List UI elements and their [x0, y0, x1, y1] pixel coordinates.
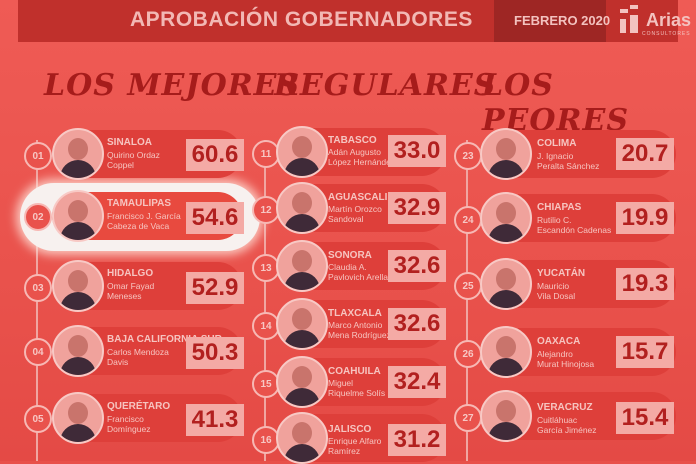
approval-score: 15.4	[616, 402, 674, 434]
governor-photo	[480, 128, 532, 180]
rank-badge: 23	[454, 142, 482, 170]
governor-photo	[480, 390, 532, 442]
approval-score: 19.9	[616, 202, 674, 234]
rank-badge: 15	[252, 370, 280, 398]
approval-score: 54.6	[186, 202, 244, 234]
heading-regulares: REGULARES	[274, 68, 497, 103]
governor-name: Carlos Mendoza Davis	[107, 347, 169, 367]
governor-name: Francisco Domínguez	[107, 414, 151, 434]
state-name: QUERÉTARO	[107, 401, 171, 412]
approval-score: 32.9	[388, 192, 446, 224]
rank-badge: 04	[24, 338, 52, 366]
governor-name: Claudia A. Pavlovich Arellano	[328, 262, 398, 282]
logo-subtitle: CONSULTORES	[642, 31, 691, 37]
rank-badge: 24	[454, 206, 482, 234]
governor-photo	[276, 240, 328, 292]
state-name: AGUASCALIENTES	[328, 192, 421, 203]
governor-photo	[480, 326, 532, 378]
governor-name: Marco Antonio Mena Rodríguez	[328, 320, 391, 340]
governor-photo	[276, 298, 328, 350]
governor-photo	[52, 190, 104, 242]
governor-photo	[52, 260, 104, 312]
approval-score: 31.2	[388, 424, 446, 456]
state-name: SONORA	[328, 250, 372, 261]
date-box	[494, 0, 606, 42]
approval-score: 19.3	[616, 268, 674, 300]
rank-badge: 26	[454, 340, 482, 368]
state-name: SINALOA	[107, 137, 152, 148]
approval-score: 32.6	[388, 308, 446, 340]
governor-name: Adán Augusto López Hernández	[328, 147, 396, 167]
state-name: TABASCO	[328, 135, 377, 146]
rank-badge: 25	[454, 272, 482, 300]
approval-score: 50.3	[186, 337, 244, 369]
governor-name: Quirino Ordaz Coppel	[107, 150, 160, 170]
state-name: BAJA CALIFORNIA SUR	[107, 334, 222, 345]
rank-badge: 27	[454, 404, 482, 432]
governor-photo	[52, 392, 104, 444]
approval-score: 33.0	[388, 135, 446, 167]
governor-photo	[52, 128, 104, 180]
approval-score: 15.7	[616, 336, 674, 368]
approval-score: 41.3	[186, 404, 244, 436]
governor-photo	[276, 182, 328, 234]
state-name: HIDALGO	[107, 268, 154, 279]
rank-badge: 05	[24, 405, 52, 433]
rank-badge: 03	[24, 274, 52, 302]
heading-los-mejores: LOS MEJORES	[44, 68, 301, 103]
governor-photo	[480, 192, 532, 244]
rank-badge: 13	[252, 254, 280, 282]
state-name: VERACRUZ	[537, 402, 593, 413]
governor-name: Rutilio C. Escandón Cadenas	[537, 215, 612, 235]
rank-badge: 11	[252, 140, 280, 168]
state-name: TLAXCALA	[328, 308, 382, 319]
rank-badge: 16	[252, 426, 280, 454]
governor-name: Omar Fayad Meneses	[107, 281, 155, 301]
state-name: CHIAPAS	[537, 202, 582, 213]
governor-name: Martín Orozco Sandoval	[328, 204, 382, 224]
governor-name: Alejandro Murat Hinojosa	[537, 349, 595, 369]
rank-badge: 01	[24, 142, 52, 170]
date-label: FEBRERO 2020	[514, 13, 611, 28]
governor-photo	[276, 412, 328, 464]
state-name: TAMAULIPAS	[107, 198, 172, 209]
approval-score: 52.9	[186, 272, 244, 304]
governor-photo	[276, 126, 328, 178]
governor-photo	[480, 258, 532, 310]
state-name: YUCATÁN	[537, 268, 586, 279]
governor-photo	[276, 356, 328, 408]
approval-score: 60.6	[186, 139, 244, 171]
governor-name: Francisco J. García Cabeza de Vaca	[107, 211, 181, 231]
governor-name: Cuitláhuac García Jiménez	[537, 415, 597, 435]
timeline-line	[264, 140, 266, 461]
rank-badge: 02	[24, 203, 52, 231]
state-name: COLIMA	[537, 138, 577, 149]
governor-name: Miguel Riquelme Solís	[328, 378, 386, 398]
timeline-line	[466, 140, 468, 461]
approval-score: 20.7	[616, 138, 674, 170]
governor-name: J. Ignacio Peralta Sánchez	[537, 151, 600, 171]
governor-name: Enrique Alfaro Ramírez	[328, 436, 382, 456]
governor-name: Mauricio Vila Dosal	[537, 281, 576, 301]
approval-score: 32.6	[388, 250, 446, 282]
state-name: COAHUILA	[328, 366, 381, 377]
logo: Arias	[646, 10, 692, 30]
state-name: JALISCO	[328, 424, 372, 435]
page-title: APROBACIÓN GOBERNADORES	[130, 8, 473, 31]
logo-mark-icon	[620, 5, 638, 33]
state-name: OAXACA	[537, 336, 581, 347]
governor-photo	[52, 325, 104, 377]
rank-badge: 12	[252, 196, 280, 224]
approval-score: 32.4	[388, 366, 446, 398]
heading-los-peores: LOS PEORES	[482, 68, 630, 138]
